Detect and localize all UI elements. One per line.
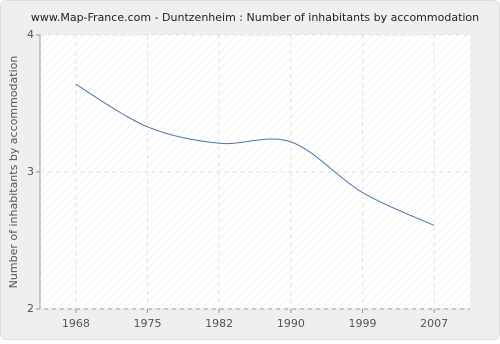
line (75, 83, 435, 226)
x-tick-label: 2007 (420, 317, 448, 330)
y-tick-label: 4 (27, 28, 34, 41)
x-tick-label: 1990 (277, 317, 305, 330)
x-tick-label: 1982 (205, 317, 233, 330)
x-tick-label: 1999 (349, 317, 377, 330)
y-axis-label: Number of inhabitants by accommodation (7, 56, 20, 289)
x-tick-label: 1968 (62, 317, 90, 330)
y-tick-label: 3 (27, 165, 34, 178)
x-tick-label: 1975 (134, 317, 162, 330)
chart-title: www.Map-France.com - Duntzenheim : Numbe… (31, 11, 479, 24)
plot-area (40, 35, 470, 309)
y-tick-label: 2 (27, 302, 34, 315)
